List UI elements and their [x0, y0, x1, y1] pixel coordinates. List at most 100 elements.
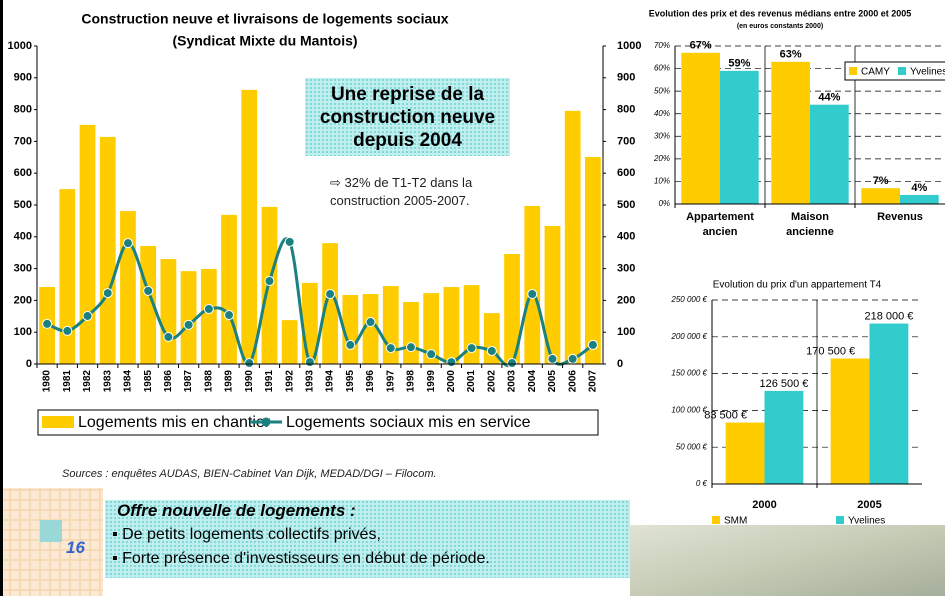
point	[547, 353, 558, 364]
x-tick-label: 2005	[857, 499, 881, 511]
bar	[585, 156, 601, 364]
point	[507, 358, 518, 369]
y2-tick-label: 0	[617, 358, 623, 370]
bar	[423, 293, 440, 364]
point	[183, 319, 194, 330]
point	[102, 288, 113, 299]
x-tick-label: 1994	[325, 370, 336, 393]
bar	[99, 136, 116, 364]
x-tick-label: 2003	[507, 370, 518, 393]
point	[42, 318, 53, 329]
legend-label: Logements mis en chantier	[78, 414, 271, 431]
bar	[79, 124, 96, 364]
x-tick-label: 1990	[244, 370, 255, 393]
point	[304, 357, 315, 368]
y-tick-label: 0	[26, 358, 32, 370]
value-label: 7%	[873, 175, 889, 187]
x-tick-label: 2007	[588, 370, 599, 393]
point	[446, 357, 457, 368]
y-tick-label: 70%	[654, 41, 670, 50]
legend-label: SMM	[724, 516, 747, 527]
point	[264, 276, 275, 287]
bullet: De petits logements collectifs privés,	[112, 526, 381, 544]
x-tick-label: 2002	[486, 370, 497, 393]
x-tick-label: 1997	[385, 370, 396, 393]
bar	[810, 104, 849, 204]
y-tick-label: 30%	[654, 131, 670, 140]
bar	[900, 194, 939, 204]
value-label: 59%	[728, 58, 750, 70]
y-tick-label: 300	[14, 263, 32, 275]
y-tick-label: 600	[14, 167, 32, 179]
page-number: 16	[66, 538, 85, 557]
bar	[160, 259, 177, 364]
border	[0, 0, 3, 596]
bar	[180, 271, 197, 364]
legend-swatch	[712, 516, 720, 524]
x-tick-label: 2000	[446, 370, 457, 393]
point	[466, 343, 477, 354]
bar	[241, 89, 258, 364]
y-tick-label: 200 000 €	[670, 332, 707, 341]
chart-subtitle: (Syndicat Mixte du Mantois)	[172, 33, 357, 49]
x-tick-label: 1982	[82, 370, 93, 393]
line	[46, 237, 594, 368]
bar	[725, 422, 765, 484]
legend-label: Yvelines	[848, 516, 885, 527]
bar	[362, 294, 379, 364]
x-tick-label: Maison ancienne	[786, 211, 834, 238]
y-tick-label: 40%	[654, 109, 670, 118]
bar	[720, 70, 759, 204]
y-tick-label: 1000	[8, 40, 32, 52]
chart-title: Evolution du prix d'un appartement T4	[713, 280, 882, 291]
value-label: 67%	[690, 40, 712, 52]
y-tick-label: 250 000 €	[670, 295, 707, 304]
legend-swatch	[42, 416, 74, 428]
bar	[544, 225, 561, 364]
point	[82, 310, 93, 321]
value-label: 63%	[780, 49, 802, 61]
point	[365, 317, 376, 328]
y-tick-label: 0%	[658, 199, 670, 208]
chart-title: Construction neuve et livraisons de loge…	[81, 11, 448, 27]
bar	[524, 205, 541, 364]
y2-tick-label: 100	[617, 326, 635, 338]
y-tick-label: 50%	[654, 86, 670, 95]
bar	[861, 188, 900, 204]
y2-tick-label: 900	[617, 72, 635, 84]
bar	[221, 214, 237, 364]
value-label: 83 500 €	[704, 409, 747, 421]
y-tick-label: 700	[14, 135, 32, 147]
bar	[681, 52, 720, 205]
y-tick-label: 150 000 €	[671, 369, 707, 378]
point	[325, 289, 336, 300]
x-tick-label: 1996	[365, 370, 376, 393]
x-tick-label: 1983	[102, 370, 113, 393]
x-tick-label: 2005	[547, 370, 558, 393]
bar	[281, 320, 298, 364]
note: ⇨ 32% de T1-T2 dans la construction 2005…	[330, 175, 473, 208]
bullet: Forte présence d'investisseurs en début …	[112, 550, 490, 568]
x-tick-label: 2001	[466, 370, 477, 393]
x-tick-label: 1991	[264, 370, 275, 393]
bar	[504, 253, 520, 364]
x-tick-label: 1986	[163, 370, 174, 393]
x-tick-label: 2000	[752, 499, 776, 511]
y-tick-label: 800	[14, 104, 32, 116]
decoration	[40, 520, 62, 542]
point	[486, 345, 497, 356]
point	[345, 339, 356, 350]
y2-tick-label: 400	[617, 231, 635, 243]
y2-tick-label: 200	[617, 294, 635, 306]
y-tick-label: 0 €	[696, 479, 708, 488]
y2-tick-label: 700	[617, 135, 635, 147]
x-tick-label: Revenus	[877, 211, 923, 223]
callout: Une reprise de la construction neuve dep…	[305, 78, 510, 156]
point	[405, 342, 416, 353]
legend-swatch	[836, 516, 844, 524]
photo-strip	[630, 525, 945, 596]
point	[224, 310, 235, 321]
y2-tick-label: 800	[617, 104, 635, 116]
x-tick-label: 1998	[406, 370, 417, 393]
